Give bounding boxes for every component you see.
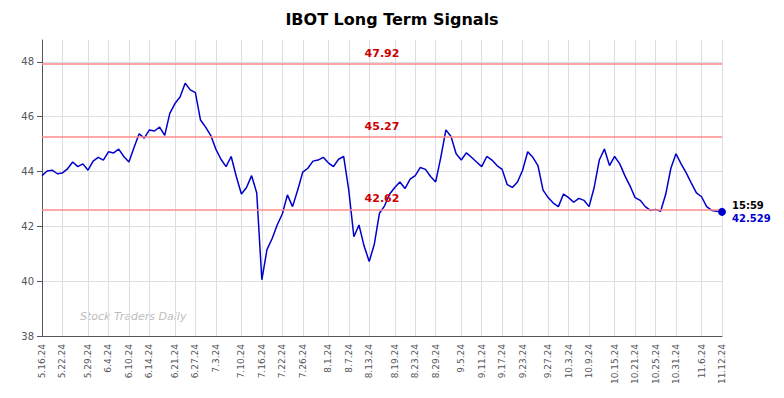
svg-text:47.92: 47.92 [365,47,400,60]
svg-text:7.26.24: 7.26.24 [298,344,308,379]
svg-text:5.22.24: 5.22.24 [57,344,67,379]
svg-text:10.25.24: 10.25.24 [651,344,661,384]
svg-text:9.17.24: 9.17.24 [497,344,507,379]
svg-text:8.7.24: 8.7.24 [344,344,354,373]
svg-text:15:59: 15:59 [732,200,764,211]
svg-text:7.16.24: 7.16.24 [257,344,267,379]
svg-text:6.21.24: 6.21.24 [170,344,180,379]
svg-text:11.12.24: 11.12.24 [717,344,727,384]
svg-text:40: 40 [21,276,34,287]
svg-text:44: 44 [21,166,34,177]
svg-text:6.27.24: 6.27.24 [190,344,200,379]
svg-text:48: 48 [21,56,34,67]
svg-text:6.4.24: 6.4.24 [103,344,113,373]
svg-text:38: 38 [21,331,34,342]
svg-text:45.27: 45.27 [365,120,400,133]
svg-text:10.9.24: 10.9.24 [584,344,594,379]
svg-text:5.16.24: 5.16.24 [37,344,47,379]
svg-text:7.3.24: 7.3.24 [211,344,221,373]
svg-text:5.29.24: 5.29.24 [83,344,93,379]
svg-text:8.1.24: 8.1.24 [323,344,333,373]
svg-text:42.529: 42.529 [732,213,771,224]
svg-text:Stock Traders Daily: Stock Traders Daily [80,310,187,323]
svg-text:10.21.24: 10.21.24 [630,344,640,384]
svg-text:9.27.24: 9.27.24 [543,344,553,379]
svg-text:10.31.24: 10.31.24 [671,344,681,384]
svg-text:8.19.24: 8.19.24 [390,344,400,379]
svg-text:IBOT Long Term Signals: IBOT Long Term Signals [285,10,498,29]
svg-text:42: 42 [21,221,34,232]
svg-text:7.22.24: 7.22.24 [277,344,287,379]
svg-text:8.13.24: 8.13.24 [364,344,374,379]
svg-text:9.23.24: 9.23.24 [518,344,528,379]
svg-text:6.14.24: 6.14.24 [144,344,154,379]
svg-text:11.6.24: 11.6.24 [697,344,707,379]
svg-text:9.5.24: 9.5.24 [456,344,466,373]
svg-text:46: 46 [21,111,34,122]
svg-text:8.23.24: 8.23.24 [410,344,420,379]
svg-text:42.62: 42.62 [365,192,400,205]
svg-text:10.15.24: 10.15.24 [610,344,620,384]
svg-text:8.29.24: 8.29.24 [431,344,441,379]
svg-text:10.3.24: 10.3.24 [564,344,574,379]
svg-text:9.11.24: 9.11.24 [477,344,487,379]
svg-text:7.10.24: 7.10.24 [236,344,246,379]
svg-text:6.10.24: 6.10.24 [124,344,134,379]
